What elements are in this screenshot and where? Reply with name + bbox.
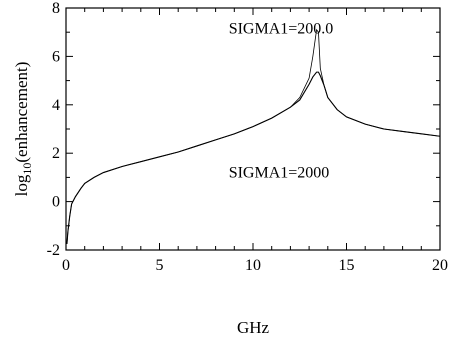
x-tick-label: 10 <box>245 257 261 274</box>
series-line-2 <box>66 71 441 244</box>
y-axis-label-main: log <box>12 174 31 196</box>
x-tick-label: 5 <box>156 257 164 274</box>
y-tick-label: 2 <box>52 145 60 162</box>
series-line-1 <box>66 28 441 244</box>
y-axis-label-rest: (enhancement) <box>12 62 31 163</box>
y-tick-label: 8 <box>52 0 60 17</box>
y-tick-label: 4 <box>52 97 60 114</box>
x-tick-label: 0 <box>62 257 70 274</box>
x-tick-label: 20 <box>432 257 448 274</box>
y-axis-label: log10(enhancement) <box>12 62 34 197</box>
x-axis-label: GHz <box>237 318 270 337</box>
y-tick-label: -2 <box>47 242 60 259</box>
x-tick-label: 15 <box>339 257 355 274</box>
axis-ticks <box>65 7 441 251</box>
series-annotation: SIGMA1=200.0 <box>229 20 334 37</box>
y-tick-label: 0 <box>52 194 60 211</box>
y-tick-label: 6 <box>52 48 60 65</box>
series-annotation: SIGMA1=2000 <box>229 164 330 181</box>
series-group <box>66 28 441 244</box>
y-axis-label-subscript: 10 <box>20 163 34 175</box>
annotations: SIGMA1=200.0 SIGMA1=2000 <box>229 20 334 181</box>
